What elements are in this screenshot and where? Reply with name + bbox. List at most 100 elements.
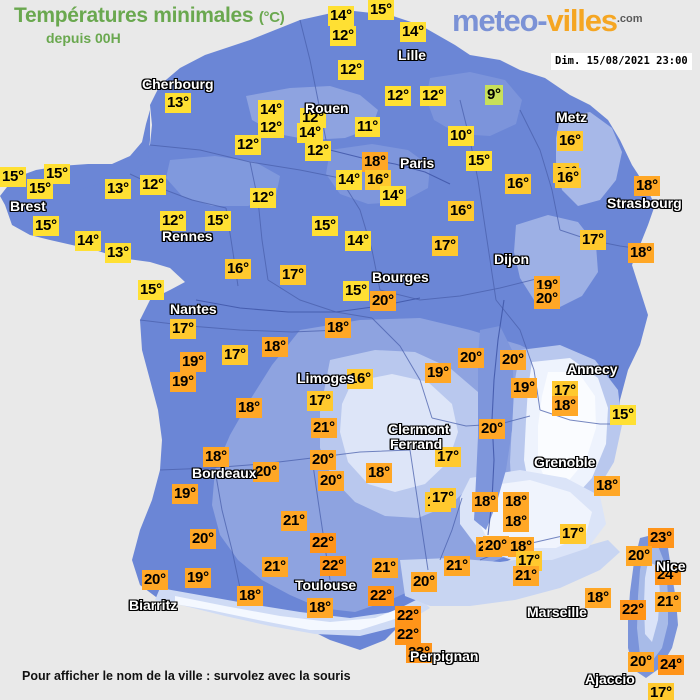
temperature-chip[interactable]: 16° xyxy=(448,201,474,221)
temperature-chip[interactable]: 13° xyxy=(165,93,191,113)
temperature-chip[interactable]: 18° xyxy=(325,318,351,338)
temperature-chip[interactable]: 18° xyxy=(594,476,620,496)
temperature-chip[interactable]: 20° xyxy=(628,652,654,672)
temperature-chip[interactable]: 22° xyxy=(310,533,336,553)
temperature-chip[interactable]: 24° xyxy=(658,655,684,675)
temperature-chip[interactable]: 19° xyxy=(511,378,537,398)
city-label-bourges[interactable]: Bourges xyxy=(372,269,429,285)
temperature-chip[interactable]: 16° xyxy=(365,170,391,190)
city-label-cherbourg[interactable]: Cherbourg xyxy=(142,76,214,92)
temperature-chip[interactable]: 17° xyxy=(435,447,461,467)
city-label-biarritz[interactable]: Biarritz xyxy=(129,597,178,613)
temperature-chip[interactable]: 12° xyxy=(160,211,186,231)
temperature-chip[interactable]: 21° xyxy=(281,511,307,531)
temperature-chip[interactable]: 20° xyxy=(310,450,336,470)
city-label-toulouse[interactable]: Toulouse xyxy=(295,577,357,593)
temperature-chip[interactable]: 15° xyxy=(610,405,636,425)
temperature-chip[interactable]: 22° xyxy=(368,586,394,606)
city-label-rouen[interactable]: Rouen xyxy=(305,100,349,116)
temperature-chip[interactable]: 23° xyxy=(648,528,674,548)
city-label-nice[interactable]: Nice xyxy=(656,558,686,574)
temperature-chip[interactable]: 18° xyxy=(362,152,388,172)
temperature-chip[interactable]: 18° xyxy=(503,512,529,532)
temperature-chip[interactable]: 21° xyxy=(372,558,398,578)
temperature-chip[interactable]: 12° xyxy=(338,60,364,80)
temperature-chip[interactable]: 12° xyxy=(330,26,356,46)
temperature-chip[interactable]: 17° xyxy=(432,236,458,256)
temperature-chip[interactable]: 20° xyxy=(253,462,279,482)
city-label-grenoble[interactable]: Grenoble xyxy=(534,454,596,470)
temperature-chip[interactable]: 15° xyxy=(0,167,26,187)
temperature-chip[interactable]: 16° xyxy=(555,168,581,188)
temperature-chip[interactable]: 15° xyxy=(466,151,492,171)
temperature-chip[interactable]: 18° xyxy=(203,447,229,467)
temperature-chip[interactable]: 16° xyxy=(505,174,531,194)
city-label-ferrand[interactable]: Ferrand xyxy=(390,436,443,452)
temperature-chip[interactable]: 14° xyxy=(258,100,284,120)
temperature-chip[interactable]: 12° xyxy=(385,86,411,106)
temperature-chip[interactable]: 18° xyxy=(503,492,529,512)
temperature-chip[interactable]: 21° xyxy=(655,592,681,612)
temperature-chip[interactable]: 19° xyxy=(180,352,206,372)
city-label-clermont[interactable]: Clermont xyxy=(388,421,450,437)
city-label-rennes[interactable]: Rennes xyxy=(162,228,213,244)
city-label-marseille[interactable]: Marseille xyxy=(527,604,587,620)
temperature-chip[interactable]: 20° xyxy=(318,471,344,491)
temperature-chip[interactable]: 17° xyxy=(307,391,333,411)
temperature-chip[interactable]: 16° xyxy=(557,131,583,151)
temperature-chip[interactable]: 22° xyxy=(395,625,421,645)
temperature-chip[interactable]: 16° xyxy=(225,259,251,279)
city-label-nantes[interactable]: Nantes xyxy=(170,301,217,317)
temperature-chip[interactable]: 21° xyxy=(513,566,539,586)
city-label-perpignan[interactable]: Perpignan xyxy=(410,648,479,664)
temperature-chip[interactable]: 14° xyxy=(297,123,323,143)
temperature-chip[interactable]: 12° xyxy=(235,135,261,155)
city-label-bordeaux[interactable]: Bordeaux xyxy=(192,465,257,481)
temperature-chip[interactable]: 17° xyxy=(280,265,306,285)
temperature-chip[interactable]: 14° xyxy=(75,231,101,251)
site-logo[interactable]: meteo-villes.com xyxy=(452,3,643,39)
temperature-chip[interactable]: 20° xyxy=(479,419,505,439)
temperature-chip[interactable]: 21° xyxy=(444,556,470,576)
temperature-chip[interactable]: 16° xyxy=(347,369,373,389)
temperature-chip[interactable]: 20° xyxy=(626,546,652,566)
temperature-chip[interactable]: 15° xyxy=(343,281,369,301)
temperature-chip[interactable]: 18° xyxy=(628,243,654,263)
temperature-chip[interactable]: 14° xyxy=(345,231,371,251)
city-label-limoges[interactable]: Limoges xyxy=(297,370,355,386)
temperature-chip[interactable]: 18° xyxy=(585,588,611,608)
city-label-ajaccio[interactable]: Ajaccio xyxy=(585,671,635,687)
temperature-chip[interactable]: 21° xyxy=(262,557,288,577)
temperature-chip[interactable]: 15° xyxy=(27,179,53,199)
temperature-chip[interactable]: 12° xyxy=(305,141,331,161)
temperature-chip[interactable]: 12° xyxy=(250,188,276,208)
temperature-chip[interactable]: 20° xyxy=(142,570,168,590)
temperature-chip[interactable]: 22° xyxy=(620,600,646,620)
temperature-chip[interactable]: 17° xyxy=(648,683,674,700)
temperature-chip[interactable]: 19° xyxy=(170,372,196,392)
temperature-chip[interactable]: 22° xyxy=(395,606,421,626)
temperature-chip[interactable]: 18° xyxy=(366,463,392,483)
temperature-chip[interactable]: 18° xyxy=(307,598,333,618)
temperature-chip[interactable]: 17° xyxy=(560,524,586,544)
temperature-chip[interactable]: 14° xyxy=(380,186,406,206)
temperature-chip[interactable]: 17° xyxy=(430,488,456,508)
temperature-chip[interactable]: 10° xyxy=(448,126,474,146)
temperature-chip[interactable]: 13° xyxy=(105,179,131,199)
temperature-chip[interactable]: 20° xyxy=(458,348,484,368)
temperature-chip[interactable]: 17° xyxy=(222,345,248,365)
temperature-chip[interactable]: 11° xyxy=(355,117,380,137)
temperature-chip[interactable]: 12° xyxy=(140,175,166,195)
city-label-lille[interactable]: Lille xyxy=(398,47,427,63)
temperature-chip[interactable]: 15° xyxy=(205,211,231,231)
city-label-annecy[interactable]: Annecy xyxy=(567,361,618,377)
temperature-chip[interactable]: 19° xyxy=(425,363,451,383)
temperature-chip[interactable]: 18° xyxy=(634,176,660,196)
temperature-chip[interactable]: 14° xyxy=(336,170,362,190)
city-label-paris[interactable]: Paris xyxy=(400,155,435,171)
city-label-brest[interactable]: Brest xyxy=(10,198,46,214)
temperature-chip[interactable]: 12° xyxy=(258,118,284,138)
temperature-chip[interactable]: 14° xyxy=(400,22,426,42)
temperature-chip[interactable]: 15° xyxy=(368,0,394,20)
temperature-chip[interactable]: 20° xyxy=(500,350,526,370)
